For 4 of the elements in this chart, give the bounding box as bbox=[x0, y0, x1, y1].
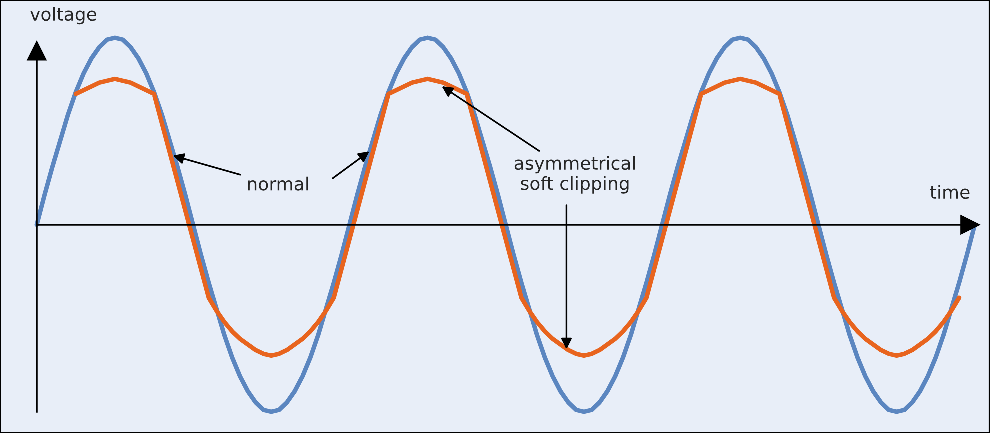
x-axis-title: time bbox=[930, 185, 970, 200]
annotation: normal bbox=[248, 176, 308, 191]
y-axis-title: voltage bbox=[30, 7, 96, 25]
annotation: asymmetrical soft clipping bbox=[514, 156, 636, 194]
